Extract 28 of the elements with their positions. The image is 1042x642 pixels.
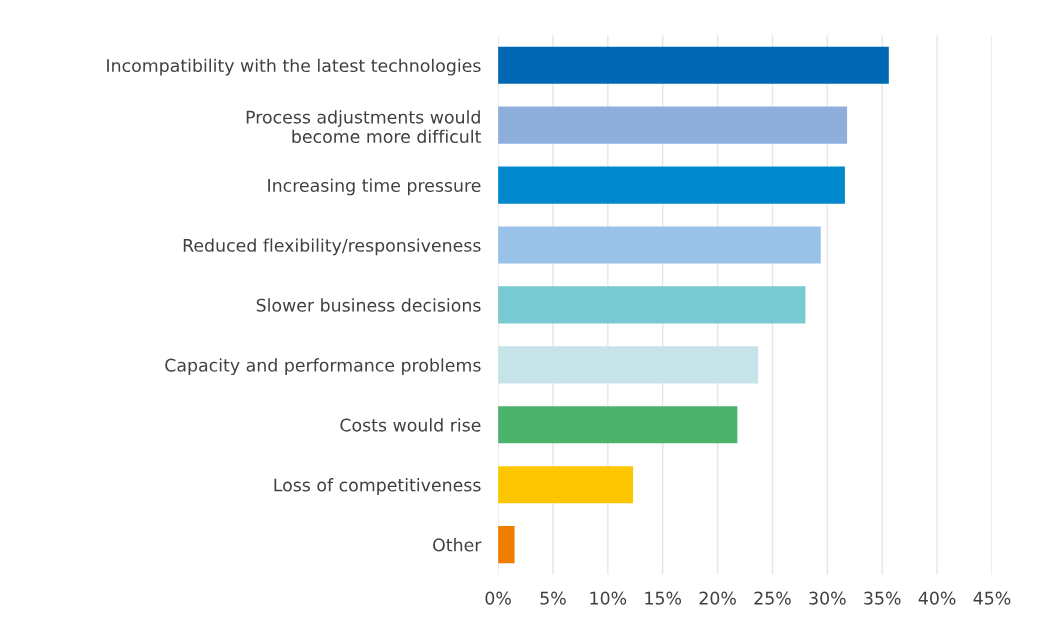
x-tick-label: 10% xyxy=(590,591,627,605)
y-tick-label: Incompatibility with the latest technologies xyxy=(107,58,481,76)
bar xyxy=(498,406,738,444)
bar xyxy=(498,166,845,204)
x-tick-label: 15% xyxy=(645,591,682,605)
y-tick-label: Loss of competitiveness xyxy=(274,478,481,495)
y-tick-label: Increasing time pressure xyxy=(268,178,481,196)
y-tick-label: Slower business decisions xyxy=(256,298,481,312)
x-tick-label: 45% xyxy=(973,591,1011,605)
x-tick-label: 30% xyxy=(809,591,846,605)
y-tick-label: Reduced flexibility/responsiveness xyxy=(183,238,481,256)
bar xyxy=(498,346,759,384)
bar xyxy=(498,286,806,324)
x-tick-label: 35% xyxy=(864,591,901,605)
x-tick-label: 5% xyxy=(540,591,566,605)
y-tick-label: Capacity and performance problems xyxy=(165,358,481,376)
x-tick-label: 25% xyxy=(754,591,791,605)
bar xyxy=(498,526,515,564)
bar xyxy=(498,466,634,504)
bar xyxy=(498,46,889,84)
x-tick-label: 40% xyxy=(918,591,956,605)
bar xyxy=(498,226,821,264)
x-tick-label: 0% xyxy=(485,591,511,605)
y-tick-label: Process adjustments would become more difficult xyxy=(246,110,481,144)
bar xyxy=(498,106,848,144)
y-tick-label: Costs would rise xyxy=(340,418,481,432)
x-tick-label: 20% xyxy=(699,591,736,605)
y-tick-label: Other xyxy=(433,538,482,552)
